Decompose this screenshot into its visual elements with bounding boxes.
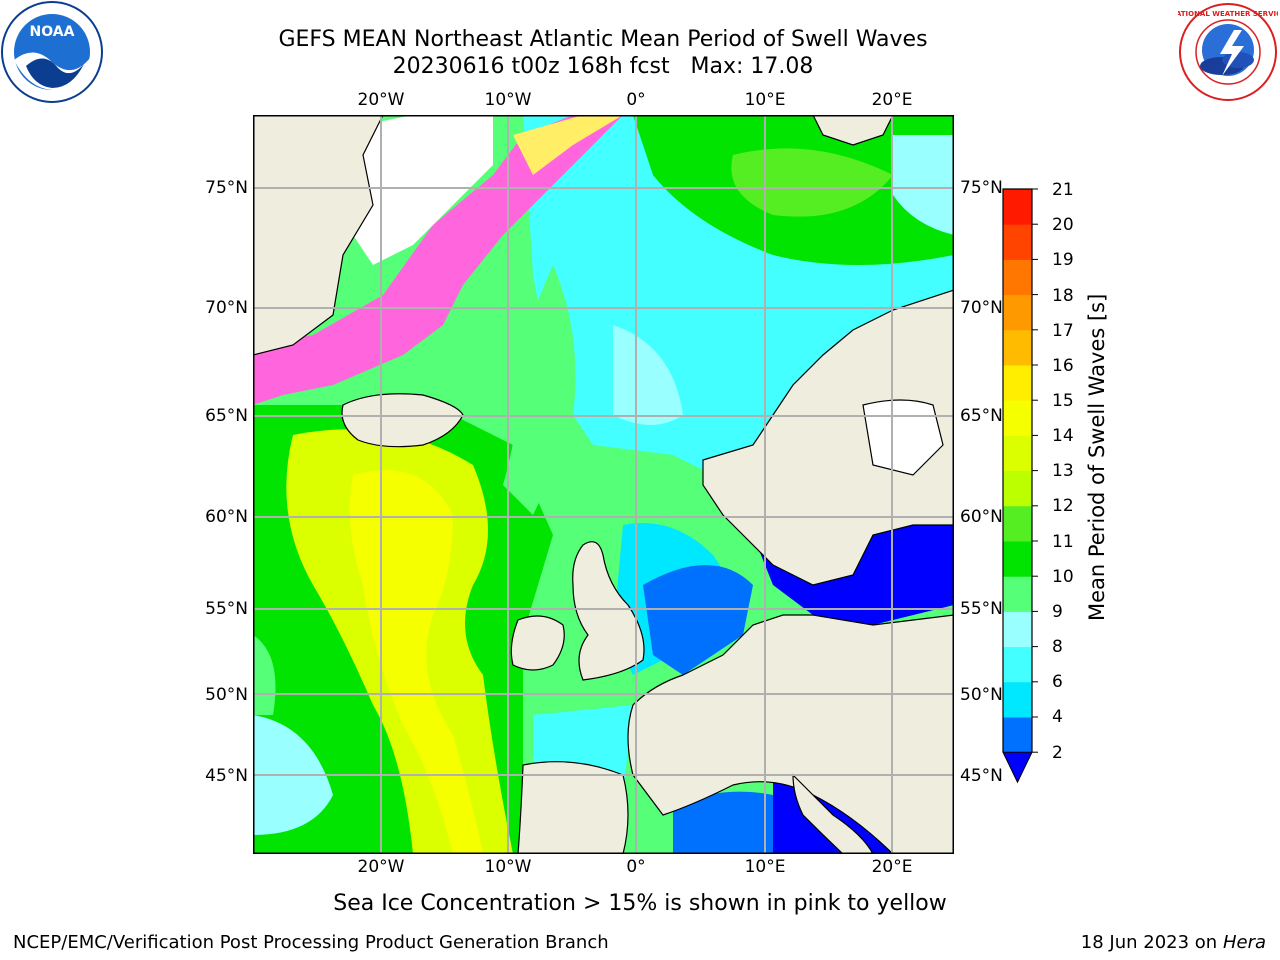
nws-logo: NATIONAL WEATHER SERVICE [1178, 3, 1278, 101]
swell-zone-12s-north [731, 148, 893, 217]
lat-tick-left: 65°N [205, 406, 248, 426]
colorbar-bin [1003, 681, 1032, 718]
lat-tick-left: 50°N [205, 685, 248, 705]
iberia-land [517, 761, 629, 854]
ice-unmasked-area [353, 115, 493, 265]
lon-tick-top: 0° [626, 90, 646, 110]
swell-period-map [253, 115, 954, 854]
colorbar-tick-label: 4 [1052, 707, 1063, 727]
footer-date: 18 Jun 2023 on Hera [1081, 932, 1266, 954]
colorbar-tick-label: 10 [1052, 567, 1074, 587]
lat-tick-right: 60°N [960, 507, 1003, 527]
lat-tick-left: 75°N [205, 178, 248, 198]
graticule [253, 115, 954, 854]
great-britain-land [572, 541, 645, 681]
colorbar-tick-label: 16 [1052, 356, 1074, 376]
map-subtitle: 20230616 t00z 168h fcst Max: 17.08 [392, 54, 814, 79]
ireland-land [510, 615, 565, 671]
colorbar-bin [1003, 611, 1032, 648]
lat-tick-right: 65°N [960, 406, 1003, 426]
lat-tick-left: 45°N [205, 766, 248, 786]
colorbar-bin [1003, 646, 1032, 683]
lat-tick-left: 70°N [205, 298, 248, 318]
colorbar-bin [1003, 470, 1032, 507]
sea-ice-note: Sea Ice Concentration > 15% is shown in … [333, 891, 947, 916]
colorbar-tick-label: 21 [1052, 180, 1074, 200]
colorbar-bin [1003, 294, 1032, 331]
lat-tick-right: 50°N [960, 685, 1003, 705]
colorbar-under-extend [1002, 751, 1033, 784]
colorbar-tick-label: 9 [1052, 602, 1063, 622]
colorbar-tick-label: 15 [1052, 391, 1074, 411]
noaa-logo-text: NOAA [30, 24, 75, 40]
colorbar-bin [1003, 576, 1032, 612]
swell-zone-9s-nw [503, 265, 576, 515]
colorbar-bin [1003, 505, 1032, 542]
lon-tick-bottom: 20°E [871, 857, 913, 877]
lon-tick-bottom: 10°E [744, 857, 786, 877]
colorbar-tick-label: 2 [1052, 743, 1063, 763]
swell-zone-15s [349, 470, 483, 854]
colorbar-bin [1003, 717, 1032, 753]
colorbar-bin [1003, 224, 1032, 260]
lat-tick-right: 55°N [960, 599, 1003, 619]
lat-tick-left: 55°N [205, 599, 248, 619]
noaa-logo: NOAA [1, 1, 103, 103]
colorbar-label: Mean Period of Swell Waves [s] [1085, 293, 1109, 621]
iceland-land [341, 393, 464, 448]
colorbar-tick-label: 8 [1052, 637, 1063, 657]
colorbar-tick-label: 13 [1052, 461, 1074, 481]
swell-zone-8s-central [613, 325, 683, 425]
colorbar-bin [1003, 365, 1032, 401]
lat-tick-right: 70°N [960, 298, 1003, 318]
nws-logo-text: NATIONAL WEATHER SERVICE [1178, 10, 1278, 18]
swell-zone-2s-med [673, 791, 793, 854]
svalbard-land [812, 115, 894, 146]
lon-tick-bottom: 20°W [357, 857, 405, 877]
swell-zone-8s-ne [893, 135, 954, 235]
colorbar-bin [1003, 259, 1032, 296]
footer-credit: NCEP/EMC/Verification Post Processing Pr… [13, 932, 609, 953]
lat-tick-left: 60°N [205, 507, 248, 527]
lon-tick-top: 20°W [357, 90, 405, 110]
colorbar-bin [1003, 189, 1032, 225]
finland-unmasked [862, 399, 944, 476]
colorbar-bin [1003, 435, 1032, 472]
map-frame [253, 115, 954, 854]
footer-host: Hera [1222, 932, 1266, 953]
sea-ice-edge [513, 115, 623, 175]
lat-tick-right: 45°N [960, 766, 1003, 786]
footer-date-text: 18 Jun 2023 on [1080, 932, 1218, 953]
colorbar-tick-label: 17 [1052, 321, 1074, 341]
lon-tick-top: 10°E [744, 90, 786, 110]
lon-tick-bottom: 10°W [484, 857, 532, 877]
map-title: GEFS MEAN Northeast Atlantic Mean Period… [278, 27, 928, 52]
colorbar-bin [1003, 329, 1032, 366]
swell-zone-2s-northsea [643, 565, 753, 675]
colorbar-tick-label: 18 [1052, 286, 1074, 306]
lon-tick-bottom: 0° [626, 857, 646, 877]
colorbar-tick-label: 6 [1052, 672, 1063, 692]
colorbar-tick-label: 12 [1052, 496, 1074, 516]
colorbar-tick-label: 20 [1052, 215, 1074, 235]
colorbar-tick-label: 11 [1052, 532, 1074, 552]
lon-tick-top: 20°E [871, 90, 913, 110]
lat-tick-right: 75°N [960, 178, 1003, 198]
lon-tick-top: 10°W [484, 90, 532, 110]
colorbar-tick-label: 19 [1052, 250, 1074, 270]
colorbar-bin [1003, 400, 1032, 436]
greenland-land [253, 115, 384, 356]
colorbar [1002, 188, 1038, 784]
colorbar-tick-label: 14 [1052, 426, 1074, 446]
italy-land [792, 773, 874, 854]
colorbar-bin [1003, 541, 1032, 577]
